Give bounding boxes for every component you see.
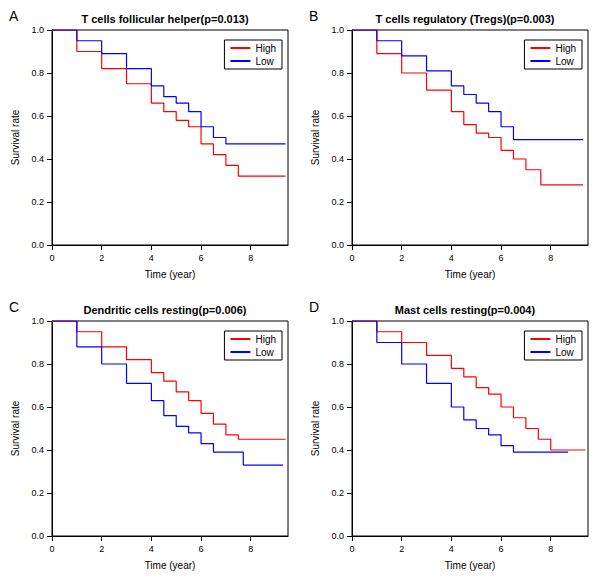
svg-text:Low: Low xyxy=(255,347,274,358)
svg-text:Low: Low xyxy=(555,347,574,358)
svg-text:0: 0 xyxy=(49,544,54,554)
svg-text:0.2: 0.2 xyxy=(331,488,344,498)
svg-text:1.0: 1.0 xyxy=(31,316,44,326)
svg-text:Time (year): Time (year) xyxy=(145,560,196,571)
svg-text:0: 0 xyxy=(349,253,354,263)
svg-text:0.4: 0.4 xyxy=(331,445,344,455)
svg-text:8: 8 xyxy=(248,544,253,554)
svg-text:0.0: 0.0 xyxy=(31,240,44,250)
svg-text:0.0: 0.0 xyxy=(31,531,44,541)
svg-text:4: 4 xyxy=(449,544,454,554)
svg-text:Low: Low xyxy=(555,56,574,67)
svg-text:2: 2 xyxy=(99,544,104,554)
svg-text:High: High xyxy=(555,334,576,345)
svg-text:6: 6 xyxy=(499,253,504,263)
svg-text:0.0: 0.0 xyxy=(331,531,344,541)
svg-text:0: 0 xyxy=(349,544,354,554)
svg-text:0.6: 0.6 xyxy=(331,111,344,121)
svg-text:Dendritic cells resting(p=0.00: Dendritic cells resting(p=0.006) xyxy=(84,304,247,316)
svg-text:Time (year): Time (year) xyxy=(145,269,196,280)
svg-text:6: 6 xyxy=(199,253,204,263)
svg-text:8: 8 xyxy=(548,544,553,554)
svg-text:4: 4 xyxy=(149,253,154,263)
svg-text:0.4: 0.4 xyxy=(331,154,344,164)
svg-text:Time (year): Time (year) xyxy=(445,560,496,571)
svg-text:4: 4 xyxy=(149,544,154,554)
svg-text:6: 6 xyxy=(499,544,504,554)
svg-text:High: High xyxy=(255,334,276,345)
svg-text:B: B xyxy=(309,8,318,24)
svg-text:Survival rate: Survival rate xyxy=(10,109,21,165)
svg-text:A: A xyxy=(9,8,19,24)
svg-text:0: 0 xyxy=(49,253,54,263)
svg-text:1.0: 1.0 xyxy=(331,316,344,326)
svg-text:2: 2 xyxy=(399,253,404,263)
svg-text:T cells follicular helper(p=0.: T cells follicular helper(p=0.013) xyxy=(81,13,249,25)
svg-text:0.4: 0.4 xyxy=(31,154,44,164)
svg-text:2: 2 xyxy=(99,253,104,263)
svg-text:0.4: 0.4 xyxy=(31,445,44,455)
svg-text:4: 4 xyxy=(449,253,454,263)
svg-text:8: 8 xyxy=(248,253,253,263)
svg-text:Survival rate: Survival rate xyxy=(10,400,21,456)
svg-text:T cells regulatory (Tregs)(p=0: T cells regulatory (Tregs)(p=0.003) xyxy=(376,13,555,25)
svg-text:Mast cells resting(p=0.004): Mast cells resting(p=0.004) xyxy=(395,304,536,316)
svg-text:6: 6 xyxy=(199,544,204,554)
svg-text:1.0: 1.0 xyxy=(331,25,344,35)
svg-text:Survival rate: Survival rate xyxy=(310,109,321,165)
svg-text:1.0: 1.0 xyxy=(31,25,44,35)
svg-text:0.6: 0.6 xyxy=(31,402,44,412)
svg-text:0.2: 0.2 xyxy=(331,197,344,207)
svg-text:0.6: 0.6 xyxy=(331,402,344,412)
svg-text:D: D xyxy=(309,299,319,315)
svg-text:0.8: 0.8 xyxy=(31,359,44,369)
svg-text:0.2: 0.2 xyxy=(31,197,44,207)
svg-text:0.8: 0.8 xyxy=(331,68,344,78)
svg-text:High: High xyxy=(255,43,276,54)
svg-text:Low: Low xyxy=(255,56,274,67)
svg-text:0.0: 0.0 xyxy=(331,240,344,250)
svg-text:Survival rate: Survival rate xyxy=(310,400,321,456)
svg-text:0.6: 0.6 xyxy=(31,111,44,121)
svg-text:Time (year): Time (year) xyxy=(445,269,496,280)
svg-text:High: High xyxy=(555,43,576,54)
svg-text:0.8: 0.8 xyxy=(331,359,344,369)
svg-text:2: 2 xyxy=(399,544,404,554)
svg-text:0.8: 0.8 xyxy=(31,68,44,78)
svg-text:0.2: 0.2 xyxy=(31,488,44,498)
svg-text:8: 8 xyxy=(548,253,553,263)
svg-text:C: C xyxy=(9,299,19,315)
